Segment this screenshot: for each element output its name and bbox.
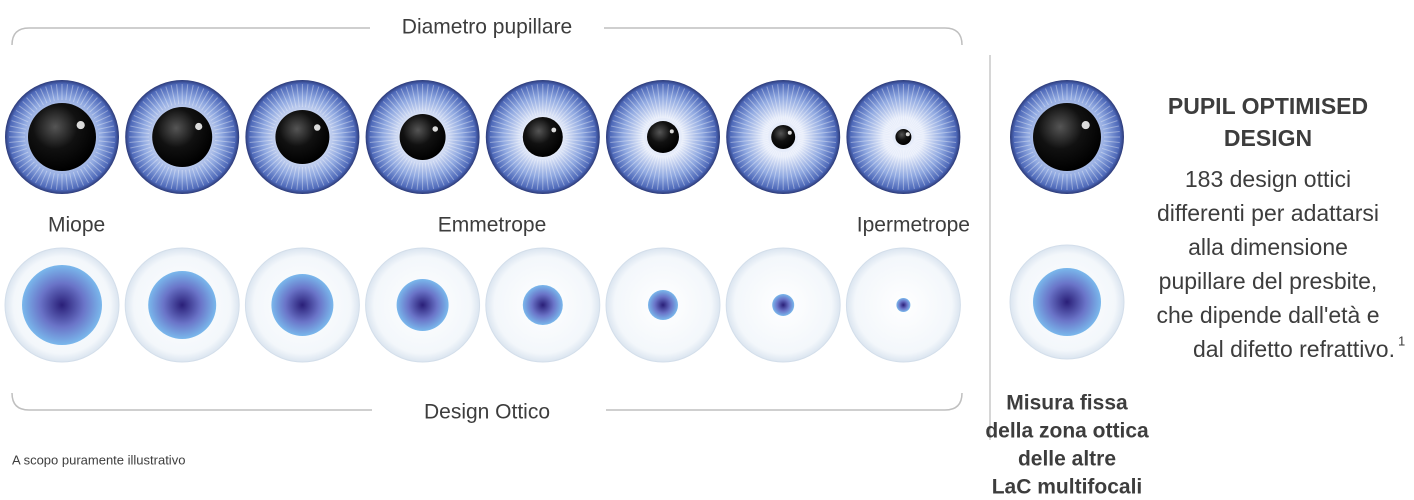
pupil xyxy=(275,110,329,164)
bottom-label: Design Ottico xyxy=(424,401,550,424)
comparison-caption: della zona ottica xyxy=(985,420,1149,443)
highlight xyxy=(906,132,910,136)
note: A scopo puramente illustrativo xyxy=(12,452,185,467)
row-label: Emmetrope xyxy=(438,214,547,237)
pupil xyxy=(1033,103,1101,171)
highlight xyxy=(314,124,320,130)
optic-zone xyxy=(271,274,333,336)
highlight xyxy=(77,121,85,129)
side-description: alla dimensione xyxy=(1188,234,1348,260)
optic-zone xyxy=(523,285,563,325)
side-title: PUPIL OPTIMISED xyxy=(1168,93,1368,119)
row-label: Miope xyxy=(48,214,105,237)
side-description: che dipende dall'età e xyxy=(1156,302,1379,328)
footnote: 1 xyxy=(1398,333,1405,348)
optic-zone xyxy=(22,265,102,345)
infographic: Diametro pupillare Miope Emmetrope Iperm… xyxy=(0,0,1414,500)
pupil xyxy=(152,107,212,167)
highlight xyxy=(195,123,202,130)
side-description: dal difetto refrattivo. xyxy=(1193,336,1395,362)
pupil xyxy=(895,129,911,145)
optic-zone xyxy=(896,298,910,312)
pupil xyxy=(647,121,679,153)
side-description: differenti per adattarsi xyxy=(1157,200,1379,226)
highlight xyxy=(1082,121,1090,129)
side-description: 183 design ottici xyxy=(1185,166,1351,192)
side-title: DESIGN xyxy=(1224,125,1312,151)
comparison-caption: Misura fissa xyxy=(1006,392,1128,415)
optic-zone xyxy=(772,294,794,316)
side-description: pupillare del presbite, xyxy=(1159,268,1378,294)
highlight xyxy=(432,126,438,132)
highlight xyxy=(551,128,556,133)
optic-zone xyxy=(397,279,449,331)
pupil xyxy=(523,117,563,157)
optic-zone xyxy=(148,271,216,339)
optic-zone xyxy=(648,290,678,320)
optic-zone xyxy=(1033,268,1101,336)
comparison-caption: LaC multifocali xyxy=(992,476,1143,499)
row-label: Ipermetrope xyxy=(857,214,970,237)
pupil xyxy=(771,125,795,149)
comparison-caption: delle altre xyxy=(1018,448,1116,471)
highlight xyxy=(670,129,674,133)
highlight xyxy=(788,131,792,135)
pupil xyxy=(400,114,446,160)
top-label: Diametro pupillare xyxy=(402,16,572,39)
pupil xyxy=(28,103,96,171)
